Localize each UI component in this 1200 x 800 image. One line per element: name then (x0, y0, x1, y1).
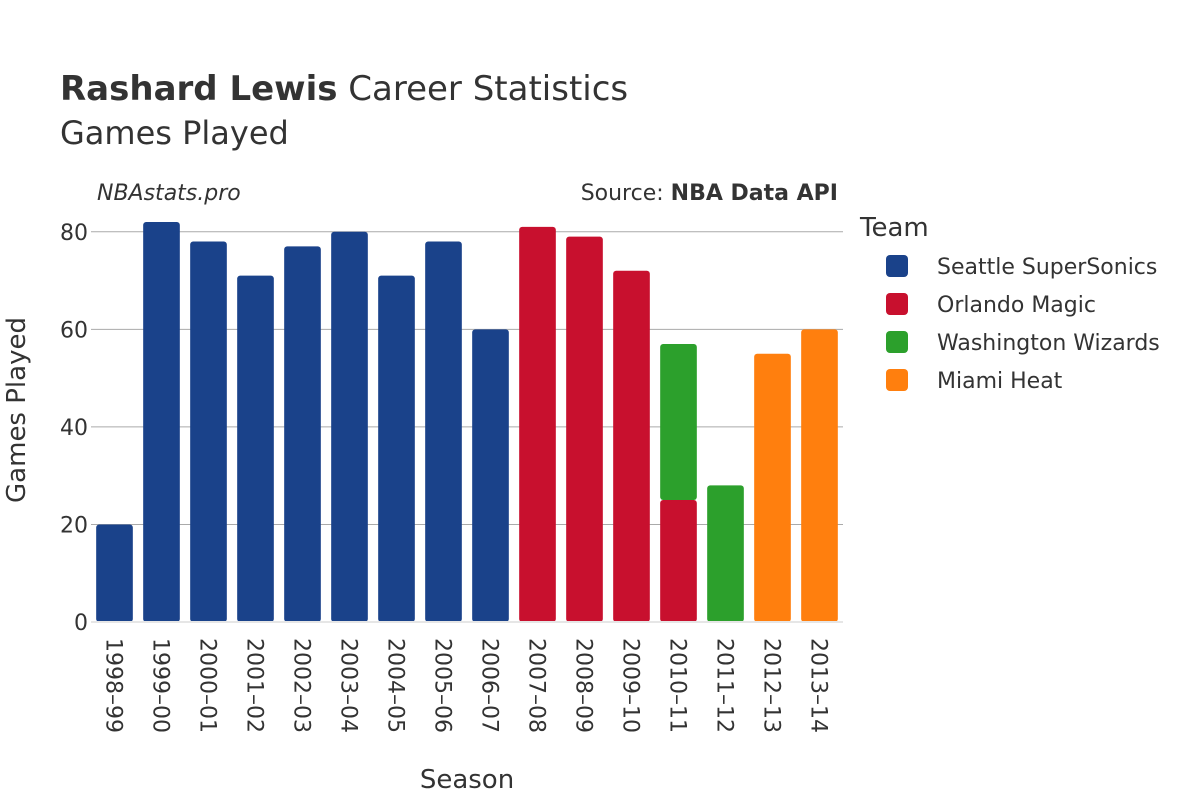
bar-orlando-magic (613, 270, 650, 622)
x-tick-label: 2011–12 (712, 638, 737, 733)
bar-miami-heat (801, 329, 838, 622)
x-axis-ticks: 1998–99 1999–00 2000–01 2001–02 2002–03 2003–… (101, 638, 831, 733)
source-name: NBA Data API (671, 181, 838, 206)
source-prefix: Source: (581, 181, 671, 206)
watermark: NBAstats.pro (97, 181, 241, 206)
legend-swatch (886, 293, 908, 315)
bar-orlando-magic (660, 500, 697, 622)
bar-seattle-supersonics (425, 241, 462, 622)
bar-seattle-supersonics (237, 275, 274, 622)
x-tick-label: 2012–13 (759, 638, 784, 733)
x-tick-label: 2008–09 (571, 638, 596, 733)
legend-label: Seattle SuperSonics (937, 255, 1157, 280)
bar-washington-wizards (707, 485, 744, 622)
x-tick-label: 2005–06 (430, 638, 455, 733)
bar-seattle-supersonics (96, 524, 133, 622)
chart-subtitle: Games Played (60, 114, 289, 152)
x-tick-label: 2000–01 (195, 638, 220, 733)
bar-seattle-supersonics (190, 241, 227, 622)
source-credit: Source: NBA Data API (581, 181, 838, 206)
x-tick-label: 2009–10 (618, 638, 643, 733)
y-tick-label: 60 (60, 318, 88, 343)
y-tick-label: 20 (60, 513, 88, 538)
bar-seattle-supersonics (284, 246, 321, 622)
player-name: Rashard Lewis (60, 69, 337, 109)
bar-miami-heat (754, 353, 791, 622)
legend-label: Miami Heat (937, 369, 1063, 394)
legend-swatch (886, 369, 908, 391)
bar-orlando-magic (566, 236, 603, 622)
bar-seattle-supersonics (331, 231, 368, 622)
x-tick-label: 2003–04 (336, 638, 361, 733)
legend-title: Team (859, 213, 929, 243)
y-tick-label: 80 (60, 221, 88, 246)
x-tick-label: 2007–08 (524, 638, 549, 733)
legend-label: Orlando Magic (937, 293, 1096, 318)
bars (96, 222, 838, 622)
x-tick-label: 1999–00 (148, 638, 173, 733)
bar-seattle-supersonics (378, 275, 415, 622)
legend-swatch (886, 255, 908, 277)
title-rest: Career Statistics (337, 69, 628, 109)
bar-seattle-supersonics (472, 329, 509, 622)
x-tick-label: 2004–05 (383, 638, 408, 733)
x-tick-label: 1998–99 (101, 638, 126, 733)
legend-swatch (886, 331, 908, 353)
x-tick-label: 2006–07 (477, 638, 502, 733)
bar-seattle-supersonics (143, 222, 180, 622)
legend-label: Washington Wizards (937, 331, 1160, 356)
legend: Seattle SuperSonics Orlando Magic Washingt… (886, 255, 1160, 394)
y-axis-title: Games Played (2, 317, 32, 503)
chart-title: Rashard Lewis Career Statistics (60, 69, 628, 109)
y-axis-ticks: 0 20 40 60 80 (60, 221, 88, 636)
y-tick-label: 0 (74, 611, 88, 636)
x-tick-label: 2010–11 (665, 638, 690, 733)
x-axis-title: Season (420, 765, 514, 795)
x-tick-label: 2002–03 (289, 638, 314, 733)
y-tick-label: 40 (60, 416, 88, 441)
bar-washington-wizards (660, 343, 697, 501)
bar-orlando-magic (519, 226, 556, 622)
x-tick-label: 2001–02 (242, 638, 267, 733)
x-tick-label: 2013–14 (806, 638, 831, 733)
